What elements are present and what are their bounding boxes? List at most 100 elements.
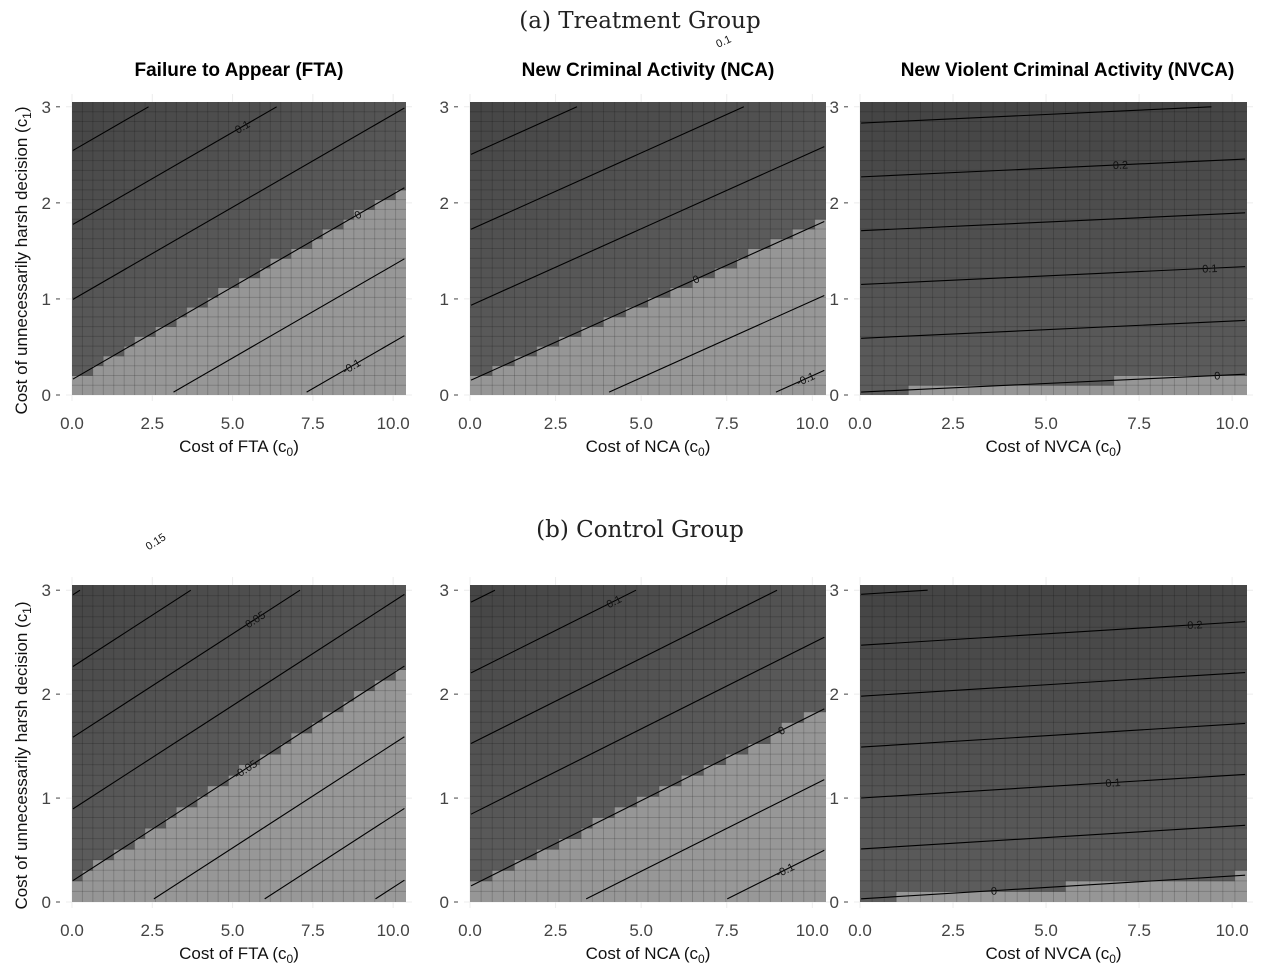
heatmap-cell (103, 764, 115, 776)
heatmap-cell (681, 817, 693, 829)
heatmap-cell (270, 606, 282, 618)
contour-label: 0 (353, 209, 364, 222)
heatmap-cell (218, 150, 229, 161)
heatmap-cell (207, 228, 219, 240)
heatmap-cell (581, 219, 593, 230)
heatmap-cell (364, 775, 376, 787)
heatmap-cell (239, 891, 250, 902)
heatmap-cell (481, 701, 493, 713)
heatmap-cell (332, 258, 344, 269)
heatmap-cell (155, 238, 167, 249)
heatmap-cell (1029, 268, 1042, 279)
heatmap-cell (703, 336, 716, 347)
heatmap-cell (165, 141, 177, 152)
heatmap-cell (896, 355, 909, 367)
heatmap-cell (113, 775, 125, 787)
heatmap-cell (492, 111, 504, 122)
heatmap-cell (103, 880, 115, 892)
heatmap-cell (603, 616, 616, 628)
heatmap-cell (218, 111, 229, 122)
contour-line (861, 266, 1246, 286)
heatmap-cell (884, 365, 897, 376)
heatmap-cell (659, 385, 671, 395)
heatmap-cell (82, 121, 94, 132)
heatmap-cell (570, 258, 582, 269)
heatmap-cell (103, 690, 115, 702)
heatmap-cell (1198, 150, 1212, 161)
heatmap-cell (648, 219, 660, 230)
heatmap-cell (165, 160, 177, 171)
heatmap-cell (134, 585, 146, 596)
heatmap-cell (659, 870, 671, 882)
heatmap-cell (1041, 160, 1054, 171)
heatmap-cell (614, 690, 627, 702)
heatmap-cell (503, 585, 515, 596)
heatmap-cell (659, 849, 671, 861)
heatmap-cell (770, 365, 782, 376)
heatmap-cell (737, 346, 749, 357)
heatmap-cell (1101, 355, 1115, 367)
heatmap-cell (1162, 326, 1175, 337)
heatmap-cell (1210, 365, 1224, 376)
heatmap-cell (113, 111, 125, 122)
heatmap-cell (1041, 336, 1054, 347)
heatmap-cell (659, 209, 671, 220)
heatmap-cell (395, 297, 406, 308)
heatmap-cell (1162, 180, 1175, 191)
heatmap-cell (165, 732, 177, 744)
heatmap-cell (249, 648, 261, 660)
heatmap-cell (547, 102, 560, 113)
heatmap-cell (737, 732, 749, 744)
heatmap-cell (681, 150, 693, 161)
heatmap-cell (737, 743, 749, 755)
heatmap-cell (703, 189, 716, 201)
heatmap-cell (980, 385, 994, 395)
heatmap-cell (581, 711, 593, 723)
heatmap-cell (353, 121, 365, 132)
heatmap-cell (228, 859, 240, 871)
heatmap-cell (145, 849, 156, 861)
heatmap-cell (207, 764, 219, 776)
heatmap-cell (525, 355, 538, 367)
heatmap-cell (186, 102, 198, 113)
heatmap-cell (703, 775, 716, 787)
heatmap-cell (343, 690, 355, 702)
heatmap-cell (770, 277, 782, 288)
heatmap-cell (692, 131, 705, 142)
heatmap-cell (1005, 180, 1018, 191)
heatmap-cell (374, 189, 386, 201)
heatmap-cell (714, 170, 727, 181)
heatmap-cell (134, 764, 146, 776)
heatmap-cell (364, 336, 376, 347)
heatmap-cell (659, 669, 671, 681)
heatmap-cell (792, 199, 805, 210)
heatmap-cell (1101, 141, 1115, 152)
heatmap-cell (1198, 131, 1212, 142)
heatmap-cell (395, 817, 406, 829)
heatmap-cell (270, 258, 282, 269)
heatmap-cell (625, 102, 638, 113)
heatmap-cell (332, 316, 344, 328)
heatmap-cell (932, 209, 946, 220)
heatmap-cell (1101, 287, 1115, 298)
heatmap-cell (659, 722, 671, 734)
heatmap-cell (492, 268, 504, 279)
heatmap-cell (312, 680, 323, 692)
heatmap-cell (134, 595, 146, 607)
heatmap-cell (207, 307, 219, 318)
heatmap-cell (291, 764, 303, 776)
heatmap-cell (1029, 297, 1042, 308)
heatmap-cell (993, 180, 1006, 191)
heatmap-cell (312, 828, 323, 839)
heatmap-cell (737, 838, 749, 850)
heatmap-cell (636, 102, 649, 113)
heatmap-cell (944, 189, 958, 201)
heatmap-cell (1234, 277, 1247, 288)
x-axis-label: Cost of FTA (c0) (179, 437, 299, 459)
heatmap-cell (312, 891, 323, 902)
heatmap-cell (72, 669, 83, 681)
heatmap-cell (581, 141, 593, 152)
heatmap-cell (770, 199, 782, 210)
heatmap-cell (103, 775, 115, 787)
heatmap-cell (470, 180, 482, 191)
